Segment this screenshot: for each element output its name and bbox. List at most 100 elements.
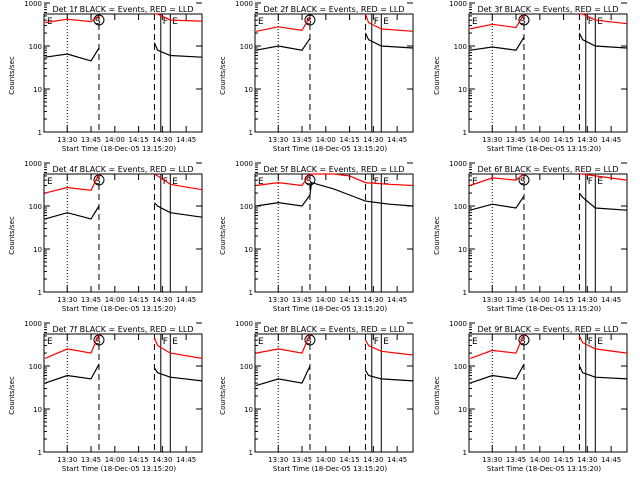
y-tick-label: 100 — [29, 43, 42, 51]
annotation-letter: E — [383, 17, 389, 27]
annotation-letter: E — [472, 17, 478, 27]
y-tick-label: 1 — [38, 289, 42, 297]
annotation-letter: E — [172, 177, 178, 187]
lld-series-line — [255, 13, 414, 32]
x-tick-label: 14:30 — [152, 136, 172, 144]
annotation-letter: S — [95, 177, 101, 187]
y-tick-label: 1000 — [449, 0, 467, 8]
x-axis-label: Start Time (18-Dec-05 13:15:20) — [487, 465, 601, 473]
x-tick-label: 13:45 — [292, 456, 312, 464]
x-tick-label: 14:30 — [577, 296, 597, 304]
panel-title: Det 5f BLACK = Events, RED = LLD — [263, 165, 404, 174]
lld-series-line — [44, 173, 203, 194]
x-tick-label: 13:30 — [57, 296, 77, 304]
lld-series-line — [469, 333, 628, 359]
annotation-letter: S — [520, 17, 526, 27]
annotation-letter: S — [520, 337, 526, 347]
x-tick-label: 14:45 — [387, 296, 407, 304]
events-series-line — [255, 365, 414, 387]
x-tick-label: 13:30 — [482, 456, 502, 464]
annotation-letter: E — [472, 337, 478, 347]
x-tick-label: 14:15 — [339, 456, 359, 464]
plot-frame — [468, 13, 628, 133]
x-tick-label: 14:15 — [553, 136, 573, 144]
x-tick-label: 14:15 — [553, 296, 573, 304]
y-tick-label: 1000 — [449, 320, 467, 328]
x-axis-label: Start Time (18-Dec-05 13:15:20) — [62, 145, 176, 153]
x-tick-label: 14:00 — [530, 456, 550, 464]
annotation-letter: E — [383, 177, 389, 187]
annotation-letter: S — [306, 337, 312, 347]
x-tick-label: 13:45 — [506, 456, 526, 464]
annotation-circle — [304, 14, 316, 26]
x-tick-label: 13:30 — [482, 136, 502, 144]
annotation-letter: S — [520, 177, 526, 187]
panel-title: Det 7f BLACK = Events, RED = LLD — [52, 325, 193, 334]
x-tick-label: 13:45 — [506, 296, 526, 304]
y-tick-label: 100 — [29, 203, 42, 211]
x-axis-label: Start Time (18-Dec-05 13:15:20) — [273, 465, 387, 473]
annotation-letter: E — [258, 337, 264, 347]
y-tick-label: 100 — [454, 203, 467, 211]
y-tick-label: 1000 — [24, 160, 42, 168]
annotation-letter: F — [163, 17, 168, 27]
y-tick-label: 10 — [244, 406, 253, 414]
annotation-letter: E — [47, 177, 53, 187]
x-tick-label: 14:00 — [530, 296, 550, 304]
x-tick-label: 14:30 — [152, 296, 172, 304]
y-tick-label: 10 — [458, 246, 467, 254]
y-tick-label: 10 — [244, 246, 253, 254]
annotation-letter: E — [172, 337, 178, 347]
x-tick-label: 14:15 — [128, 296, 148, 304]
x-tick-label: 14:45 — [601, 456, 621, 464]
x-tick-label: 14:30 — [577, 456, 597, 464]
x-axis-label: Start Time (18-Dec-05 13:15:20) — [62, 305, 176, 313]
y-tick-label: 10 — [244, 86, 253, 94]
x-tick-label: 14:30 — [363, 456, 383, 464]
annotation-letter: E — [383, 337, 389, 347]
events-series-line — [256, 181, 414, 207]
annotation-letter: E — [258, 17, 264, 27]
x-tick-label: 14:15 — [128, 456, 148, 464]
y-tick-label: 1000 — [235, 320, 253, 328]
annotation-letter: F — [588, 177, 593, 187]
panel-title: Det 2f BLACK = Events, RED = LLD — [263, 5, 404, 14]
x-tick-label: 14:30 — [363, 296, 383, 304]
x-axis-label: Start Time (18-Dec-05 13:15:20) — [273, 145, 387, 153]
annotation-letter: S — [95, 17, 101, 27]
annotation-letter: F — [588, 337, 593, 347]
x-tick-label: 14:45 — [387, 456, 407, 464]
panel-det-1: Det 1f BLACK = Events, RED = LLD 1 10 100 10… — [8, 0, 203, 153]
y-tick-label: 1 — [249, 129, 253, 137]
annotation-letter: S — [95, 337, 101, 347]
x-axis-label: Start Time (18-Dec-05 13:15:20) — [487, 145, 601, 153]
x-tick-label: 14:45 — [601, 296, 621, 304]
x-tick-label: 14:00 — [105, 456, 125, 464]
annotation-letter: F — [588, 17, 593, 27]
annotation-letter: E — [597, 17, 603, 27]
x-tick-label: 14:00 — [316, 296, 336, 304]
annotation-circle — [518, 174, 530, 186]
y-tick-label: 1000 — [24, 320, 42, 328]
annotation-letter: E — [258, 177, 264, 187]
lld-series-line — [44, 333, 203, 359]
panel-det-2: Det 2f BLACK = Events, RED = LLD 1 10 100 10… — [219, 0, 414, 153]
plot-frame — [468, 333, 628, 453]
annotation-letter: S — [306, 17, 312, 27]
y-tick-label: 1 — [463, 289, 467, 297]
y-tick-label: 1000 — [24, 0, 42, 8]
annotation-letter: E — [597, 177, 603, 187]
annotation-letter: F — [374, 337, 379, 347]
y-tick-label: 10 — [458, 86, 467, 94]
panel-det-4: Det 4f BLACK = Events, RED = LLD 1 10 100 10… — [8, 160, 203, 313]
y-axis-label: Counts/sec — [433, 216, 441, 255]
y-tick-label: 1 — [38, 449, 42, 457]
y-tick-label: 10 — [33, 246, 42, 254]
lld-series-line — [255, 333, 414, 356]
x-tick-label: 14:30 — [363, 136, 383, 144]
y-tick-label: 100 — [240, 43, 253, 51]
y-tick-label: 100 — [240, 363, 253, 371]
events-series-line — [44, 363, 203, 384]
y-tick-label: 1000 — [449, 160, 467, 168]
